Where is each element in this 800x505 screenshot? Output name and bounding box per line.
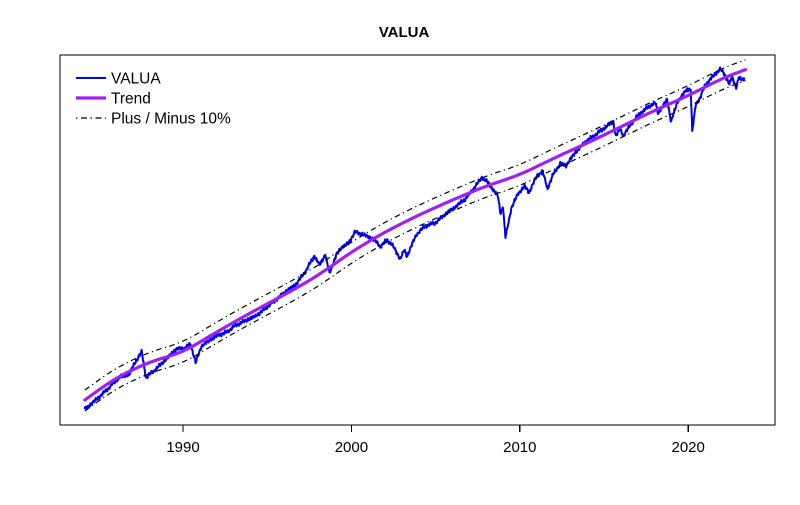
chart-title: VALUA <box>379 24 430 41</box>
plus-10pct-band-line <box>84 59 746 391</box>
legend: VALUA Trend Plus / Minus 10% <box>76 71 231 128</box>
x-tick-label: 2010 <box>503 439 536 456</box>
x-tick-label: 2000 <box>335 439 368 456</box>
minus-10pct-band-line <box>84 80 746 412</box>
legend-label: VALUA <box>111 71 161 88</box>
legend-label: Plus / Minus 10% <box>111 111 231 128</box>
plot-border <box>59 54 776 426</box>
plus-minus-band-lines <box>84 59 746 412</box>
x-axis: 1990 2000 2010 2020 <box>166 425 705 456</box>
x-tick-label: 2020 <box>672 439 705 456</box>
legend-label: Trend <box>111 91 151 108</box>
trend-line <box>83 68 748 402</box>
x-tick-label: 1990 <box>166 439 199 456</box>
trend-line-group <box>83 68 748 402</box>
